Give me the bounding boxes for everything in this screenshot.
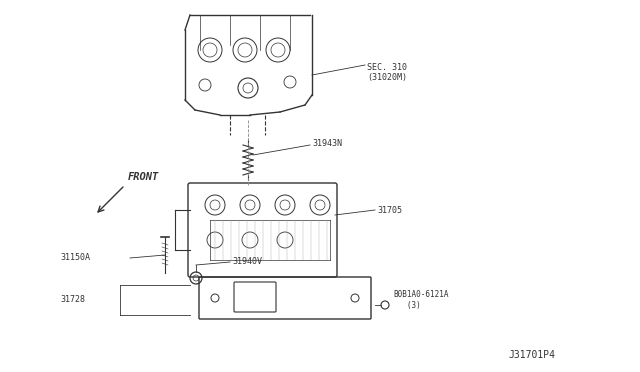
Text: 31940V: 31940V (232, 257, 262, 266)
Text: B0B1A0-6121A
   (3): B0B1A0-6121A (3) (393, 290, 449, 310)
Text: 31705: 31705 (377, 205, 402, 215)
Text: 31943N: 31943N (312, 138, 342, 148)
Text: SEC. 310
(31020M): SEC. 310 (31020M) (367, 63, 407, 83)
Text: J31701P4: J31701P4 (508, 350, 555, 360)
Text: FRONT: FRONT (128, 172, 159, 182)
Text: 31150A: 31150A (60, 253, 90, 263)
Text: 31728: 31728 (60, 295, 85, 305)
